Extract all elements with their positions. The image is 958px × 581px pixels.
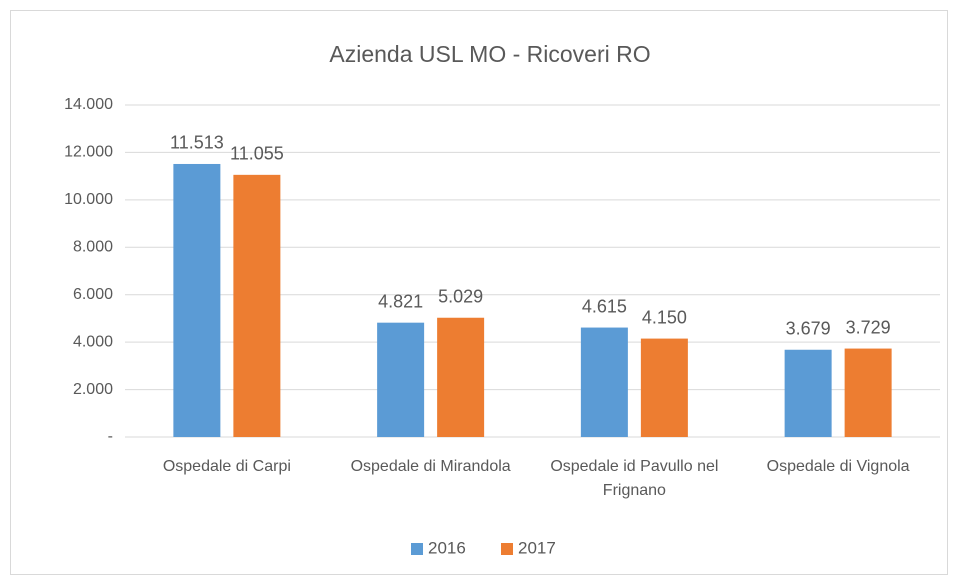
bar [233, 174, 281, 438]
y-tick-label: 2.000 [73, 381, 113, 398]
data-label: 4.615 [582, 296, 627, 316]
data-label: 5.029 [438, 286, 483, 306]
bar [377, 322, 425, 437]
legend-label: 2016 [428, 538, 466, 557]
bar [844, 348, 892, 437]
data-label: 3.679 [786, 319, 831, 339]
x-tick-label: Ospedale di Mirandola [350, 458, 511, 475]
data-label: 11.055 [230, 144, 284, 164]
bar [784, 349, 832, 437]
y-tick-label: 12.000 [64, 144, 113, 161]
legend-label: 2017 [518, 538, 556, 557]
x-tick-label: Ospedale di Vignola [766, 458, 910, 475]
y-tick-label: 4.000 [73, 333, 113, 350]
y-tick-label: 8.000 [73, 239, 113, 256]
legend-swatch [501, 543, 513, 555]
y-tick-label: 6.000 [73, 286, 113, 303]
x-tick-label: Ospedale di Carpi [162, 458, 291, 475]
data-label: 4.821 [378, 291, 423, 311]
bar [437, 317, 485, 437]
legend-swatch [411, 543, 423, 555]
y-tick-label: - [108, 428, 113, 445]
x-tick-label: Ospedale id Pavullo nel Frignano [550, 458, 719, 499]
bar [580, 327, 628, 437]
data-label: 3.729 [846, 317, 891, 337]
data-label: 4.150 [642, 307, 687, 327]
bar [640, 338, 688, 437]
bar [173, 163, 221, 438]
y-tick-label: 14.000 [64, 96, 113, 113]
y-tick-label: 10.000 [64, 191, 113, 208]
data-label: 11.513 [170, 133, 224, 153]
chart-title: Azienda USL MO - Ricoveri RO [329, 41, 650, 67]
